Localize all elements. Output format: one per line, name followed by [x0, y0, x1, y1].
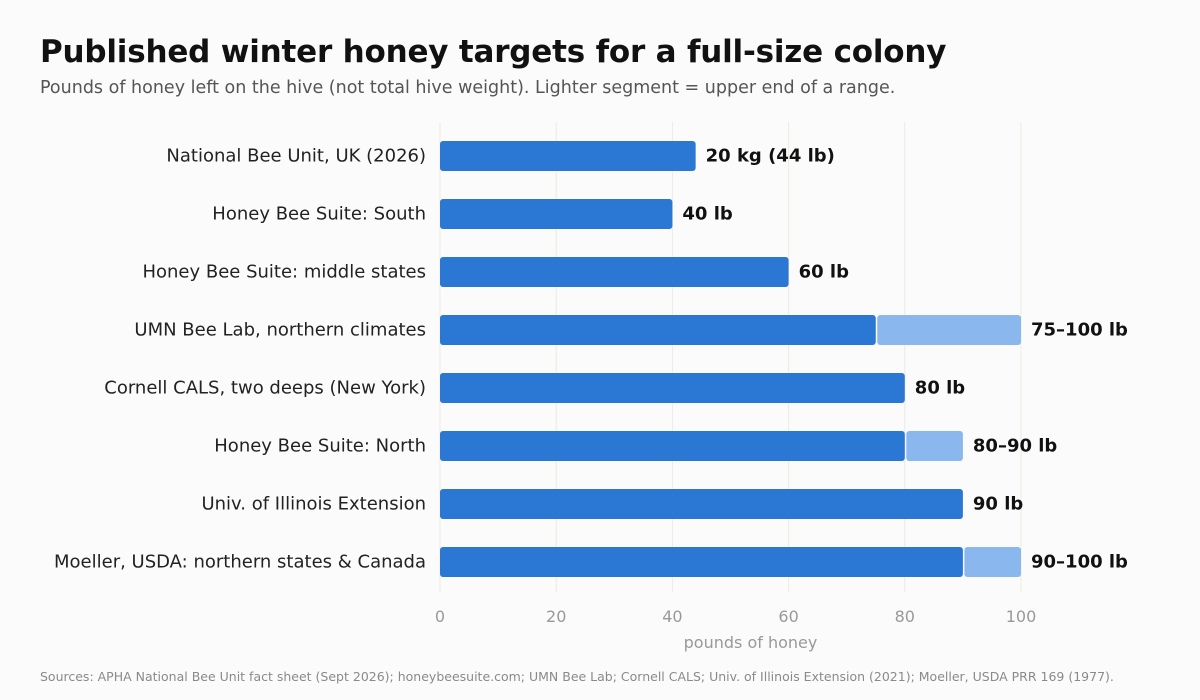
value-label: 75–100 lb — [1031, 320, 1128, 341]
category-label: UMN Bee Lab, northern climates — [134, 320, 426, 341]
x-tick-label: 20 — [546, 607, 566, 626]
x-axis-title: pounds of honey — [684, 633, 818, 652]
value-label: 80–90 lb — [973, 436, 1058, 457]
bar-range-segment — [906, 431, 963, 461]
category-label: Univ. of Illinois Extension — [201, 494, 426, 515]
value-label: 80 lb — [915, 378, 965, 399]
x-tick-label: 80 — [895, 607, 915, 626]
bar-range-segment — [877, 315, 1021, 345]
x-tick-label: 40 — [662, 607, 682, 626]
bar — [440, 199, 673, 229]
bar — [440, 431, 905, 461]
bar — [440, 373, 905, 403]
bar — [440, 141, 696, 171]
value-label: 90–100 lb — [1031, 552, 1128, 573]
category-label: Honey Bee Suite: North — [214, 436, 426, 457]
x-tick-label: 100 — [1006, 607, 1037, 626]
bar-range-segment — [964, 547, 1021, 577]
bar — [440, 315, 876, 345]
category-label: National Bee Unit, UK (2026) — [166, 146, 426, 167]
value-label: 40 lb — [682, 204, 732, 225]
bar — [440, 257, 789, 287]
bar — [440, 547, 963, 577]
chart-subtitle: Pounds of honey left on the hive (not to… — [40, 78, 896, 98]
source-note: Sources: APHA National Bee Unit fact she… — [40, 669, 1114, 684]
value-label: 20 kg (44 lb) — [706, 146, 835, 167]
category-label: Honey Bee Suite: middle states — [142, 262, 426, 283]
chart-title: Published winter honey targets for a ful… — [40, 34, 947, 70]
category-label: Cornell CALS, two deeps (New York) — [104, 378, 426, 399]
bar — [440, 489, 963, 519]
category-label: Honey Bee Suite: South — [212, 204, 426, 225]
value-label: 60 lb — [799, 262, 849, 283]
x-tick-label: 0 — [435, 607, 445, 626]
x-tick-label: 60 — [778, 607, 798, 626]
value-label: 90 lb — [973, 494, 1023, 515]
category-label: Moeller, USDA: northern states & Canada — [54, 552, 426, 573]
